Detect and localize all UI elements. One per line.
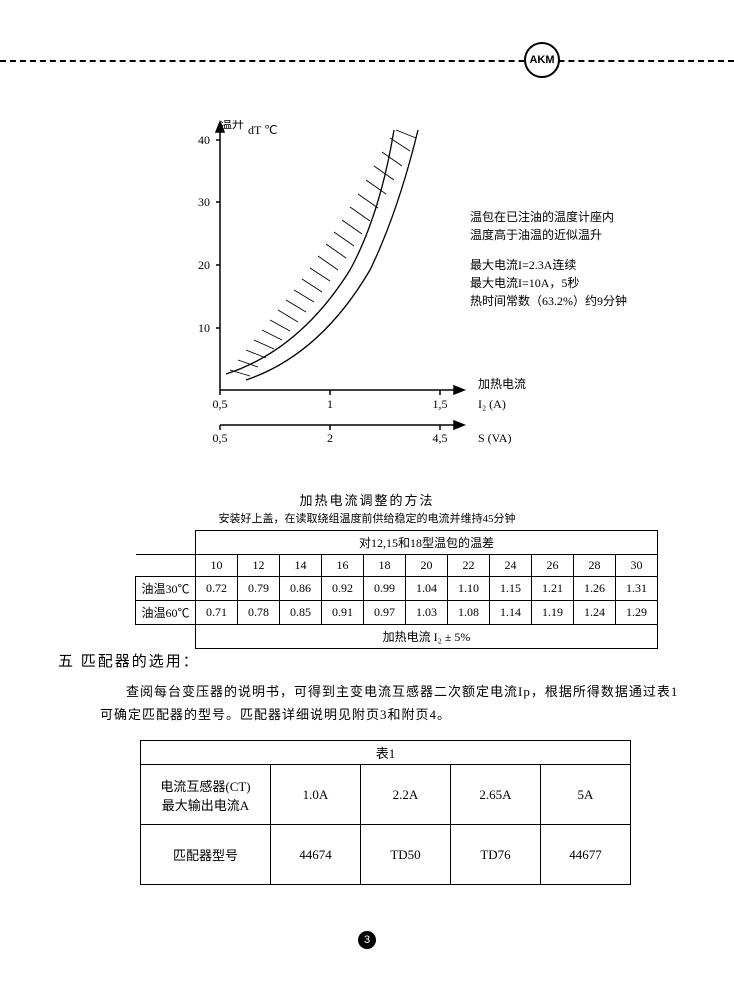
- page-number-value: 3: [358, 931, 376, 949]
- chart-subcaption: 安装好上盖，在读取绕组温度前供给稳定的电流并维持45分钟: [0, 510, 734, 526]
- cell: 0.91: [322, 601, 364, 625]
- x2tick-2: 4,5: [433, 431, 448, 445]
- col-h: 14: [280, 555, 322, 577]
- col-h: 10: [196, 555, 238, 577]
- cell: 1.26: [574, 577, 616, 601]
- cell: 5A: [541, 765, 631, 825]
- cell: 0.72: [196, 577, 238, 601]
- chart-svg: 40 30 20 10 0,5 1 1,5 I₂ (A) 加热电流 0,5 2 …: [170, 120, 720, 490]
- cell: 0.97: [364, 601, 406, 625]
- cell: 1.14: [490, 601, 532, 625]
- akm-logo-badge: AKM: [524, 42, 560, 78]
- col-h: 24: [490, 555, 532, 577]
- table-row: 油温30℃ 0.72 0.79 0.86 0.92 0.99 1.04 1.10…: [136, 577, 658, 601]
- cell: 1.31: [616, 577, 658, 601]
- x2-label: S (VA): [478, 431, 511, 445]
- chart-caption: 加热电流调整的方法: [0, 490, 734, 509]
- cell: 0.79: [238, 577, 280, 601]
- ytick-40: 40: [198, 133, 210, 147]
- row-label: 油温60℃: [136, 601, 196, 625]
- cell: 0.85: [280, 601, 322, 625]
- cell: 1.04: [406, 577, 448, 601]
- cell: 44674: [271, 825, 361, 885]
- cell: 44677: [541, 825, 631, 885]
- curve-lower: [226, 130, 394, 374]
- x1tick-2: 1,5: [433, 397, 448, 411]
- table-row: 电流互感器(CT) 最大输出电流A 1.0A 2.2A 2.65A 5A: [141, 765, 631, 825]
- table-row: 油温60℃ 0.71 0.78 0.85 0.91 0.97 1.03 1.08…: [136, 601, 658, 625]
- x1tick-0: 0,5: [213, 397, 228, 411]
- adapter-table-title: 表1: [141, 741, 631, 765]
- cell: 1.24: [574, 601, 616, 625]
- cell: 0.78: [238, 601, 280, 625]
- row-label: 电流互感器(CT) 最大输出电流A: [141, 765, 271, 825]
- cell: TD76: [451, 825, 541, 885]
- chart-annot-2: 温度高于油温的近似温升: [470, 226, 602, 245]
- cell: 1.19: [532, 601, 574, 625]
- cell: TD50: [361, 825, 451, 885]
- temp-table-footer: 加热电流 I₂ ± 5%: [196, 625, 658, 649]
- col-h: 12: [238, 555, 280, 577]
- cell: 1.10: [448, 577, 490, 601]
- chart-annot-4: 最大电流I=10A，5秒: [470, 274, 579, 293]
- chart-annot-3: 最大电流I=2.3A连续: [470, 256, 576, 275]
- section-paragraph: 查阅每台变压器的说明书，可得到主变电流互感器二次额定电流Ip，根据所得数据通过表…: [100, 680, 680, 727]
- x1-label: I₂ (A): [478, 397, 506, 411]
- cell: 0.92: [322, 577, 364, 601]
- chart-annot-5: 热时间常数（63.2%）约9分钟: [470, 292, 627, 311]
- cell: 1.15: [490, 577, 532, 601]
- temp-table-header: 对12,15和18型温包的温差: [196, 531, 658, 555]
- cell: 0.99: [364, 577, 406, 601]
- adapter-table: 表1 电流互感器(CT) 最大输出电流A 1.0A 2.2A 2.65A 5A …: [140, 740, 631, 885]
- ytick-20: 20: [198, 258, 210, 272]
- y-unit: dT ℃: [248, 123, 278, 137]
- cell: 0.86: [280, 577, 322, 601]
- cell: 2.65A: [451, 765, 541, 825]
- col-h: 30: [616, 555, 658, 577]
- ytick-30: 30: [198, 195, 210, 209]
- col-h: 26: [532, 555, 574, 577]
- hatch-group: [230, 130, 416, 376]
- ytick-10: 10: [198, 321, 210, 335]
- x1-title: 加热电流: [478, 377, 526, 391]
- col-h: 20: [406, 555, 448, 577]
- cell: 1.21: [532, 577, 574, 601]
- row-label: 油温30℃: [136, 577, 196, 601]
- temperature-rise-chart: 40 30 20 10 0,5 1 1,5 I₂ (A) 加热电流 0,5 2 …: [170, 120, 720, 490]
- header-dashed-line: [0, 60, 734, 62]
- col-h: 28: [574, 555, 616, 577]
- cell: 1.29: [616, 601, 658, 625]
- y-label-top: 温升: [220, 120, 244, 131]
- cell: 1.0A: [271, 765, 361, 825]
- cell: 1.08: [448, 601, 490, 625]
- cell: 2.2A: [361, 765, 451, 825]
- x2tick-1: 2: [327, 431, 333, 445]
- curve-upper: [246, 130, 418, 380]
- row-label: 匹配器型号: [141, 825, 271, 885]
- col-h: 16: [322, 555, 364, 577]
- cell: 1.03: [406, 601, 448, 625]
- col-h: 22: [448, 555, 490, 577]
- x1tick-1: 1: [327, 397, 333, 411]
- cell: 0.71: [196, 601, 238, 625]
- page-number: 3: [0, 930, 734, 949]
- col-h: 18: [364, 555, 406, 577]
- chart-annot-1: 温包在已注油的温度计座内: [470, 208, 614, 227]
- x2tick-0: 0,5: [213, 431, 228, 445]
- temperature-diff-table: 对12,15和18型温包的温差 10 12 14 16 18 20 22 24 …: [135, 530, 658, 649]
- table-row: 匹配器型号 44674 TD50 TD76 44677: [141, 825, 631, 885]
- section-heading: 五 匹配器的选用：: [58, 650, 200, 671]
